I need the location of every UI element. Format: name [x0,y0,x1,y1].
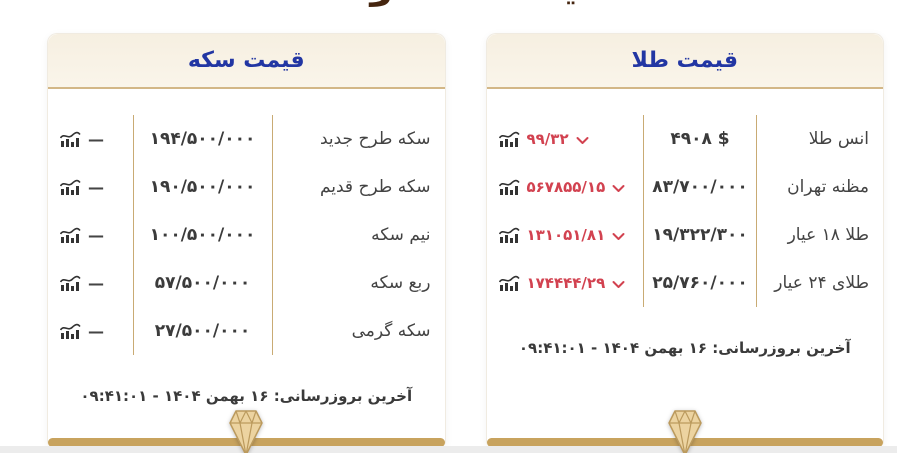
no-change-dash: — [88,129,104,149]
page-title-clipped: قیمت سکه و طلا [0,0,897,8]
row-change: — [48,274,133,293]
chart-icon[interactable] [498,275,520,292]
last-update-text: آخرین بروزرسانی: ۱۶ بهمن ۱۴۰۴ - ۰۹:۴۱:۰۱ [80,387,413,405]
diamond-icon [228,409,264,453]
row-price: ۲۷/۵۰۰/۰۰۰ [132,307,273,355]
chart-icon[interactable] [498,131,520,148]
table-row: ربع سکه ۵۷/۵۰۰/۰۰۰ — [48,259,445,307]
table-row: مظنه تهران ۸۳/۷۰۰/۰۰۰ ۵۶۷۸۵۵/۱۵ [487,163,884,211]
coin-rows: سکه طرح جدید ۱۹۴/۵۰۰/۰۰۰ — سکه طرح قدیم … [48,115,445,355]
page-bottom-strip [0,446,897,453]
table-row: سکه طرح قدیم ۱۹۰/۵۰۰/۰۰۰ — [48,163,445,211]
chart-icon[interactable] [60,227,81,244]
chart-icon[interactable] [60,179,81,196]
gold-card-title: قیمت طلا [631,48,739,73]
change-value: ۹۹/۳۲ [526,130,569,148]
change-value: ۱۳۱۰۵۱/۸۱ [526,226,606,244]
row-label: نیم سکه [371,225,431,245]
chevron-down-icon [612,226,625,245]
coin-price-card: قیمت سکه سکه طرح جدید ۱۹۴/۵۰۰/۰۰۰ — سکه … [47,33,446,453]
row-price: ۱۹۰/۵۰۰/۰۰۰ [132,163,273,211]
row-price: ۲۵/۷۶۰/۰۰۰ [643,259,757,307]
chart-icon[interactable] [498,179,520,196]
row-label: ربع سکه [370,273,431,293]
row-price: ۴۹۰۸ $ [643,115,757,163]
no-change-dash: — [88,225,104,245]
gold-card-header: قیمت طلا [486,34,883,89]
gold-price-card: قیمت طلا انس طلا ۴۹۰۸ $ ۹۹/۳۲ [485,33,884,453]
row-label: طلای ۲۴ عیار [774,273,869,293]
table-row: انس طلا ۴۹۰۸ $ ۹۹/۳۲ [487,115,884,163]
row-change: ۱۳۱۰۵۱/۸۱ [487,226,644,245]
coin-card-title: قیمت سکه [187,48,305,73]
chevron-down-icon [612,274,625,293]
coin-card-header: قیمت سکه [48,34,445,89]
row-change: — [48,226,133,245]
no-change-dash: — [88,177,104,197]
row-label: مظنه تهران [787,177,869,197]
row-label: سکه گرمی [351,321,431,341]
row-change: — [48,322,133,341]
no-change-dash: — [88,321,104,341]
row-change: ۵۶۷۸۵۵/۱۵ [487,178,644,197]
change-value: ۵۶۷۸۵۵/۱۵ [526,178,606,196]
no-change-dash: — [88,273,104,293]
chevron-down-icon [612,178,625,197]
change-value: ۱۷۴۴۴۴/۲۹ [526,274,606,292]
row-price: ۱۹/۳۲۲/۳۰۰ [643,211,757,259]
chart-icon[interactable] [60,275,81,292]
last-update-text: آخرین بروزرسانی: ۱۶ بهمن ۱۴۰۴ - ۰۹:۴۱:۰۱ [518,339,851,357]
table-row: سکه طرح جدید ۱۹۴/۵۰۰/۰۰۰ — [48,115,445,163]
chart-icon[interactable] [498,227,520,244]
row-label: سکه طرح قدیم [319,177,431,197]
row-label: طلا ۱۸ عیار [787,225,869,245]
chevron-down-icon [576,130,589,149]
row-price: ۱۹۴/۵۰۰/۰۰۰ [132,115,273,163]
row-price: ۵۷/۵۰۰/۰۰۰ [132,259,273,307]
row-label: انس طلا [808,129,869,149]
row-label: سکه طرح جدید [319,129,431,149]
gold-rows: انس طلا ۴۹۰۸ $ ۹۹/۳۲ مظنه تهران ۸۳/ [487,115,884,307]
table-row: سکه گرمی ۲۷/۵۰۰/۰۰۰ — [48,307,445,355]
row-change: — [48,130,133,149]
table-row: طلای ۲۴ عیار ۲۵/۷۶۰/۰۰۰ ۱۷۴۴۴۴/۲۹ [487,259,884,307]
table-row: طلا ۱۸ عیار ۱۹/۳۲۲/۳۰۰ ۱۳۱۰۵۱/۸۱ [487,211,884,259]
row-change: ۹۹/۳۲ [487,130,644,149]
row-change: — [48,178,133,197]
price-cards: قیمت طلا انس طلا ۴۹۰۸ $ ۹۹/۳۲ [47,33,884,453]
table-row: نیم سکه ۱۰۰/۵۰۰/۰۰۰ — [48,211,445,259]
diamond-icon [667,409,703,453]
row-price: ۸۳/۷۰۰/۰۰۰ [643,163,757,211]
row-change: ۱۷۴۴۴۴/۲۹ [487,274,644,293]
chart-icon[interactable] [60,323,81,340]
row-price: ۱۰۰/۵۰۰/۰۰۰ [132,211,273,259]
chart-icon[interactable] [60,131,81,148]
